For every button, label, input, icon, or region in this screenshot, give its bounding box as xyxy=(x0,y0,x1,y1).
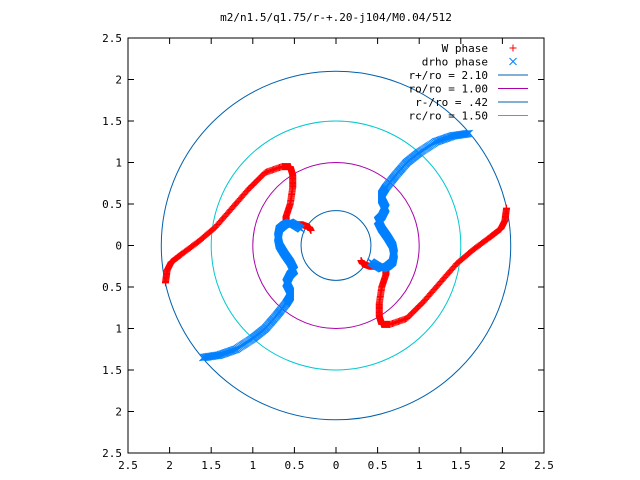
x-tick-label: 2 xyxy=(499,459,506,472)
x-tick-label: 1.5 xyxy=(451,459,471,472)
data-point xyxy=(297,225,305,233)
y-tick-label: 2 xyxy=(115,406,122,419)
circle-ro/ro = 1.00 xyxy=(252,162,420,329)
y-tick-label: 2.5 xyxy=(102,447,122,460)
chart-title: m2/n1.5/q1.75/r-+.20-j104/M0.04/512 xyxy=(220,11,452,24)
axes: 2.5 2 1.5 1 0.5 0 0.5 1 1.5 2 2.52.521.510.500.511… xyxy=(102,32,554,472)
circle-rc/ro = 1.50 xyxy=(210,120,462,371)
x-tick-label: 0 xyxy=(333,459,340,472)
data-point xyxy=(357,256,365,264)
legend-marker xyxy=(509,44,517,52)
x-tick-label: 0.5 xyxy=(368,459,388,472)
data-point xyxy=(307,227,315,235)
legend-label: W phase xyxy=(442,42,488,55)
legend-label: r+/ro = 2.10 xyxy=(409,69,488,82)
x-tick-label: 1 xyxy=(249,459,256,472)
x-tick-label: 2.5 xyxy=(534,459,554,472)
x-tick-label: 2 xyxy=(166,459,173,472)
legend-label: rc/ro = 1.50 xyxy=(409,110,488,123)
y-tick-label: 1 xyxy=(115,157,122,170)
y-tick-label: 0 xyxy=(115,240,122,253)
y-tick-label: 1.5 xyxy=(102,364,122,377)
legend-label: drho phase xyxy=(422,56,488,69)
data-point xyxy=(433,137,441,146)
series-drho phase xyxy=(199,129,473,362)
y-tick-label: 1.5 xyxy=(102,115,122,128)
legend-marker xyxy=(509,57,517,66)
y-tick-label: 2.5 xyxy=(102,32,122,45)
data-point xyxy=(367,258,375,266)
x-tick-label: 1.5 xyxy=(201,459,221,472)
x-tick-label: 0.5 xyxy=(284,459,304,472)
data-points xyxy=(161,129,511,362)
x-tick-label: 1 xyxy=(416,459,423,472)
y-tick-label: 2 xyxy=(115,74,122,87)
series-W phase xyxy=(161,163,511,328)
legend-label: r-/ro = .42 xyxy=(415,96,488,109)
y-tick-label: 1 xyxy=(115,323,122,336)
y-tick-label: 0.5 xyxy=(102,281,122,294)
data-point xyxy=(231,345,239,354)
circle-r-/ro = .42 xyxy=(300,210,372,281)
y-tick-label: 0.5 xyxy=(102,198,122,211)
reference-circles xyxy=(160,70,512,421)
x-tick-label: 2.5 xyxy=(118,459,138,472)
circle-r+/ro = 2.10 xyxy=(160,70,512,421)
legend-label: ro/ro = 1.00 xyxy=(409,83,488,96)
